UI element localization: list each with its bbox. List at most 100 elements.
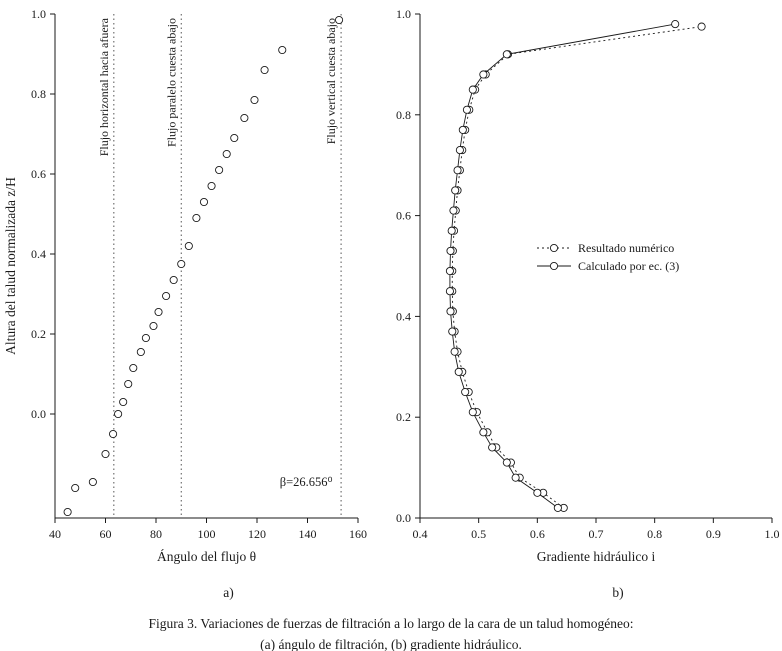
x-tick-label: 40 bbox=[49, 527, 61, 541]
data-point bbox=[119, 397, 128, 407]
data-point bbox=[230, 133, 239, 143]
y-tick-label: 0.0 bbox=[31, 407, 46, 421]
series-point bbox=[458, 125, 467, 134]
reference-line-label: Flujo horizontal hacia afuera bbox=[97, 17, 111, 156]
x-tick-label: 100 bbox=[198, 527, 216, 541]
series-point bbox=[448, 327, 457, 336]
data-point bbox=[149, 321, 158, 331]
series-point bbox=[511, 473, 520, 482]
series-point bbox=[446, 246, 455, 255]
y-tick-label: 0.4 bbox=[31, 247, 46, 261]
series-point bbox=[447, 226, 456, 235]
series-point bbox=[445, 266, 454, 276]
plot-b-hydraulic-gradient: 0.4 0.5 0.6 0.7 0.8 0.9 1.0 0.0 0.2 0.4 0.6 0.8 1.0 G… bbox=[396, 7, 780, 600]
data-point bbox=[136, 347, 145, 357]
series-point bbox=[445, 287, 454, 296]
x-tick-label: 120 bbox=[248, 527, 266, 541]
y-tick-label: 0.2 bbox=[31, 327, 46, 341]
series-point bbox=[533, 488, 542, 497]
legend-sample-marker bbox=[549, 243, 559, 253]
data-point bbox=[240, 113, 249, 123]
series-point bbox=[446, 307, 455, 316]
series-point bbox=[468, 408, 477, 417]
data-point bbox=[109, 429, 118, 439]
x-tick-label: 0.4 bbox=[413, 527, 428, 541]
data-point bbox=[192, 213, 201, 223]
data-point bbox=[335, 15, 344, 25]
x-tick-label: 140 bbox=[299, 527, 317, 541]
series-point bbox=[450, 347, 459, 356]
data-point bbox=[71, 483, 80, 493]
series-point bbox=[451, 186, 460, 195]
data-point bbox=[222, 149, 231, 159]
data-point bbox=[260, 65, 269, 75]
y-tick-label: 1.0 bbox=[396, 7, 411, 21]
x-tick-label: 0.6 bbox=[530, 527, 545, 541]
y-tick-label: 0.0 bbox=[396, 511, 411, 525]
data-point bbox=[215, 165, 224, 175]
x-axis-title: Gradiente hidráulico i bbox=[537, 549, 656, 564]
series-point bbox=[479, 70, 488, 79]
caption-line-2: (a) ángulo de filtración, (b) gradiente … bbox=[260, 637, 522, 651]
series-point bbox=[453, 166, 462, 175]
beta-annotation: β=26.656⁰ bbox=[280, 475, 333, 489]
y-tick-label: 0.8 bbox=[396, 108, 411, 122]
data-point bbox=[250, 95, 259, 105]
legend-sample-marker bbox=[549, 261, 559, 271]
data-point bbox=[162, 291, 171, 301]
data-point bbox=[154, 307, 163, 317]
data-point bbox=[207, 181, 216, 191]
data-point bbox=[141, 333, 150, 343]
data-point bbox=[184, 241, 193, 251]
data-point bbox=[124, 379, 133, 389]
legend-label: Calculado por ec. (3) bbox=[578, 259, 679, 273]
y-tick-label: 0.6 bbox=[31, 167, 46, 181]
series-point bbox=[553, 503, 562, 512]
data-point bbox=[114, 409, 123, 419]
x-tick-label: 160 bbox=[349, 527, 367, 541]
y-axis-title: Altura del talud normalizada z/H bbox=[3, 177, 18, 355]
y-tick-label: 0.2 bbox=[396, 410, 411, 424]
data-point bbox=[177, 259, 186, 269]
series-point bbox=[454, 367, 463, 376]
x-tick-label: 1.0 bbox=[765, 527, 780, 541]
panel-sublabel: b) bbox=[612, 585, 623, 600]
x-tick-label: 0.8 bbox=[647, 527, 662, 541]
y-tick-label: 0.4 bbox=[396, 309, 411, 323]
x-tick-label: 0.9 bbox=[706, 527, 721, 541]
series-point bbox=[502, 50, 511, 59]
y-tick-label: 0.6 bbox=[396, 209, 411, 223]
x-tick-label: 0.7 bbox=[589, 527, 604, 541]
panel-sublabel: a) bbox=[223, 585, 234, 600]
series-point bbox=[502, 458, 511, 467]
data-point bbox=[199, 197, 209, 207]
data-point bbox=[63, 507, 72, 517]
series-point bbox=[455, 146, 464, 155]
caption-line-1: Figura 3. Variaciones de fuerzas de filt… bbox=[148, 616, 634, 631]
series-point bbox=[462, 105, 471, 114]
data-point bbox=[129, 363, 138, 373]
series-point bbox=[479, 428, 488, 437]
series-point bbox=[461, 387, 470, 397]
series-point bbox=[671, 20, 680, 29]
x-tick-label: 60 bbox=[100, 527, 112, 541]
data-point bbox=[101, 449, 110, 459]
figure-caption: Figura 3. Variaciones de fuerzas de filt… bbox=[0, 613, 782, 651]
reference-line-label: Flujo paralelo cuesta abajo bbox=[164, 18, 178, 147]
series-point bbox=[468, 85, 477, 94]
data-point bbox=[88, 477, 97, 487]
legend-label: Resultado numérico bbox=[578, 241, 674, 255]
series-point bbox=[697, 22, 706, 31]
data-point bbox=[169, 275, 178, 285]
reference-line-label: Flujo vertical cuesta abajo bbox=[324, 18, 338, 144]
x-tick-label: 0.5 bbox=[471, 527, 486, 541]
y-tick-label: 1.0 bbox=[31, 7, 46, 21]
data-point bbox=[278, 45, 287, 55]
plot-a-flow-angle: Flujo horizontal hacia afuera Flujo paral… bbox=[3, 7, 367, 600]
series-point bbox=[488, 443, 497, 452]
series-point bbox=[449, 206, 458, 215]
x-tick-label: 80 bbox=[150, 527, 162, 541]
y-tick-label: 0.8 bbox=[31, 87, 46, 101]
x-axis-title: Ángulo del flujo θ bbox=[157, 549, 256, 564]
